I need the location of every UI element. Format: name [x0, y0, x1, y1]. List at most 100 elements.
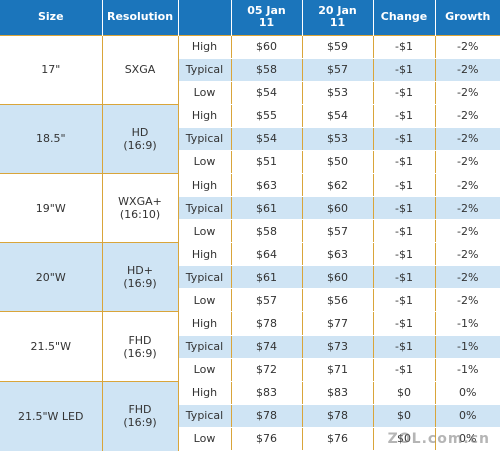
- jan20-price-cell: $54: [302, 103, 374, 128]
- growth-cell: -2%: [435, 172, 500, 198]
- table-row: 21.5"W LED FHD (16:9) High $83 $83 $0 0%: [0, 380, 500, 451]
- resolution-cell: HD+ (16:9): [102, 242, 179, 312]
- header-jan20: 20 Jan 11: [302, 0, 374, 35]
- resolution-cell: FHD (16:9): [102, 380, 179, 451]
- change-cell: -$1: [373, 34, 436, 59]
- jan05-price-cell: $51: [231, 150, 303, 174]
- tier-cell: Typical: [178, 404, 232, 428]
- jan20-price-cell: $57: [302, 219, 374, 244]
- jan20-price-cell: $56: [302, 288, 374, 313]
- tier-cell: Typical: [178, 335, 232, 359]
- change-cell: -$1: [373, 335, 436, 359]
- growth-cell: -2%: [435, 150, 500, 174]
- header-resolution: Resolution: [102, 0, 179, 35]
- header-tier: [178, 0, 232, 35]
- growth-cell: -2%: [435, 34, 500, 59]
- tier-cell: Typical: [178, 196, 232, 221]
- header-jan05-label: 05 Jan 11: [247, 4, 286, 30]
- change-cell: -$1: [373, 150, 436, 174]
- jan20-price-cell: $77: [302, 311, 374, 336]
- growth-cell: 0%: [435, 427, 500, 451]
- change-cell: -$1: [373, 288, 436, 313]
- table-row: Typical $61 $60 -$1 -2%: [0, 196, 500, 221]
- resolution-cell: FHD (16:9): [102, 311, 179, 382]
- jan05-price-cell: $58: [231, 219, 303, 244]
- jan20-price-cell: $83: [302, 380, 374, 405]
- tier-cell: Low: [178, 427, 232, 451]
- tier-cell: Low: [178, 81, 232, 105]
- change-cell: -$1: [373, 219, 436, 244]
- change-cell: -$1: [373, 196, 436, 221]
- size-cell: 21.5"W LED: [0, 380, 103, 451]
- table-row: 17" SXGA High $60 $59 -$1 -2%: [0, 34, 500, 105]
- jan20-price-cell: $76: [302, 427, 374, 451]
- resolution-cell: HD (16:9): [102, 103, 179, 174]
- jan05-price-cell: $76: [231, 427, 303, 451]
- table-row: 21.5"W FHD (16:9) High $78 $77 -$1 -1%: [0, 311, 500, 382]
- growth-cell: 0%: [435, 380, 500, 405]
- tier-cell: Low: [178, 288, 232, 313]
- size-cell: 21.5"W: [0, 311, 103, 382]
- jan05-price-cell: $72: [231, 358, 303, 382]
- change-cell: -$1: [373, 358, 436, 382]
- tier-cell: Typical: [178, 127, 232, 151]
- jan05-price-cell: $63: [231, 172, 303, 198]
- change-cell: -$1: [373, 127, 436, 151]
- header-jan20-label: 20 Jan 11: [318, 4, 357, 30]
- change-cell: $0: [373, 427, 436, 451]
- change-cell: $0: [373, 380, 436, 405]
- tier-cell: High: [178, 380, 232, 405]
- jan20-price-cell: $71: [302, 358, 374, 382]
- table-row: Low $76 $76 $0 0%: [0, 427, 500, 451]
- tier-cell: Typical: [178, 265, 232, 290]
- jan20-price-cell: $59: [302, 34, 374, 59]
- growth-cell: -2%: [435, 103, 500, 128]
- jan20-price-cell: $53: [302, 127, 374, 151]
- growth-cell: -2%: [435, 219, 500, 244]
- header-jan05: 05 Jan 11: [231, 0, 303, 35]
- table-row: 18.5" HD (16:9) High $55 $54 -$1 -2%: [0, 103, 500, 174]
- jan20-price-cell: $60: [302, 196, 374, 221]
- jan20-price-cell: $50: [302, 150, 374, 174]
- jan05-price-cell: $74: [231, 335, 303, 359]
- jan05-price-cell: $78: [231, 404, 303, 428]
- growth-cell: -2%: [435, 242, 500, 267]
- tier-cell: Low: [178, 150, 232, 174]
- size-cell: 19"W: [0, 172, 103, 243]
- table-row: Typical $78 $78 $0 0%: [0, 404, 500, 428]
- growth-cell: -1%: [435, 311, 500, 336]
- table-body: 17" SXGA High $60 $59 -$1 -2% Typical $58 $57 -$1-…: [0, 34, 500, 451]
- growth-cell: -2%: [435, 58, 500, 82]
- resolution-cell: WXGA+ (16:10): [102, 172, 179, 243]
- jan05-price-cell: $54: [231, 81, 303, 105]
- table-row: Low $54 $53 -$1 -2%: [0, 81, 500, 105]
- jan05-price-cell: $64: [231, 242, 303, 267]
- jan05-price-cell: $83: [231, 380, 303, 405]
- tier-cell: High: [178, 242, 232, 267]
- change-cell: -$1: [373, 58, 436, 82]
- table-row: Typical $61 $60 -$1 -2%: [0, 265, 500, 290]
- table-row: 19"W WXGA+ (16:10) High $63 $62 -$1 -2%: [0, 172, 500, 243]
- change-cell: -$1: [373, 103, 436, 128]
- table-row: Typical $54 $53 -$1 -2%: [0, 127, 500, 151]
- jan20-price-cell: $57: [302, 58, 374, 82]
- tier-cell: Typical: [178, 58, 232, 82]
- jan05-price-cell: $55: [231, 103, 303, 128]
- table-row: Typical $74 $73 -$1 -1%: [0, 335, 500, 359]
- table-row: 20"W HD+ (16:9) High $64 $63 -$1 -2%: [0, 242, 500, 312]
- jan05-price-cell: $78: [231, 311, 303, 336]
- tier-cell: High: [178, 103, 232, 128]
- change-cell: $0: [373, 404, 436, 428]
- jan05-price-cell: $60: [231, 34, 303, 59]
- growth-cell: -1%: [435, 358, 500, 382]
- jan05-price-cell: $61: [231, 196, 303, 221]
- tier-cell: Low: [178, 358, 232, 382]
- watermark-logo: ZOL.com.cn: [387, 431, 490, 447]
- size-cell: 17": [0, 34, 103, 105]
- jan20-price-cell: $53: [302, 81, 374, 105]
- change-cell: -$1: [373, 172, 436, 198]
- jan05-price-cell: $61: [231, 265, 303, 290]
- table-row: Low $57 $56 -$1 -2%: [0, 288, 500, 313]
- jan20-price-cell: $78: [302, 404, 374, 428]
